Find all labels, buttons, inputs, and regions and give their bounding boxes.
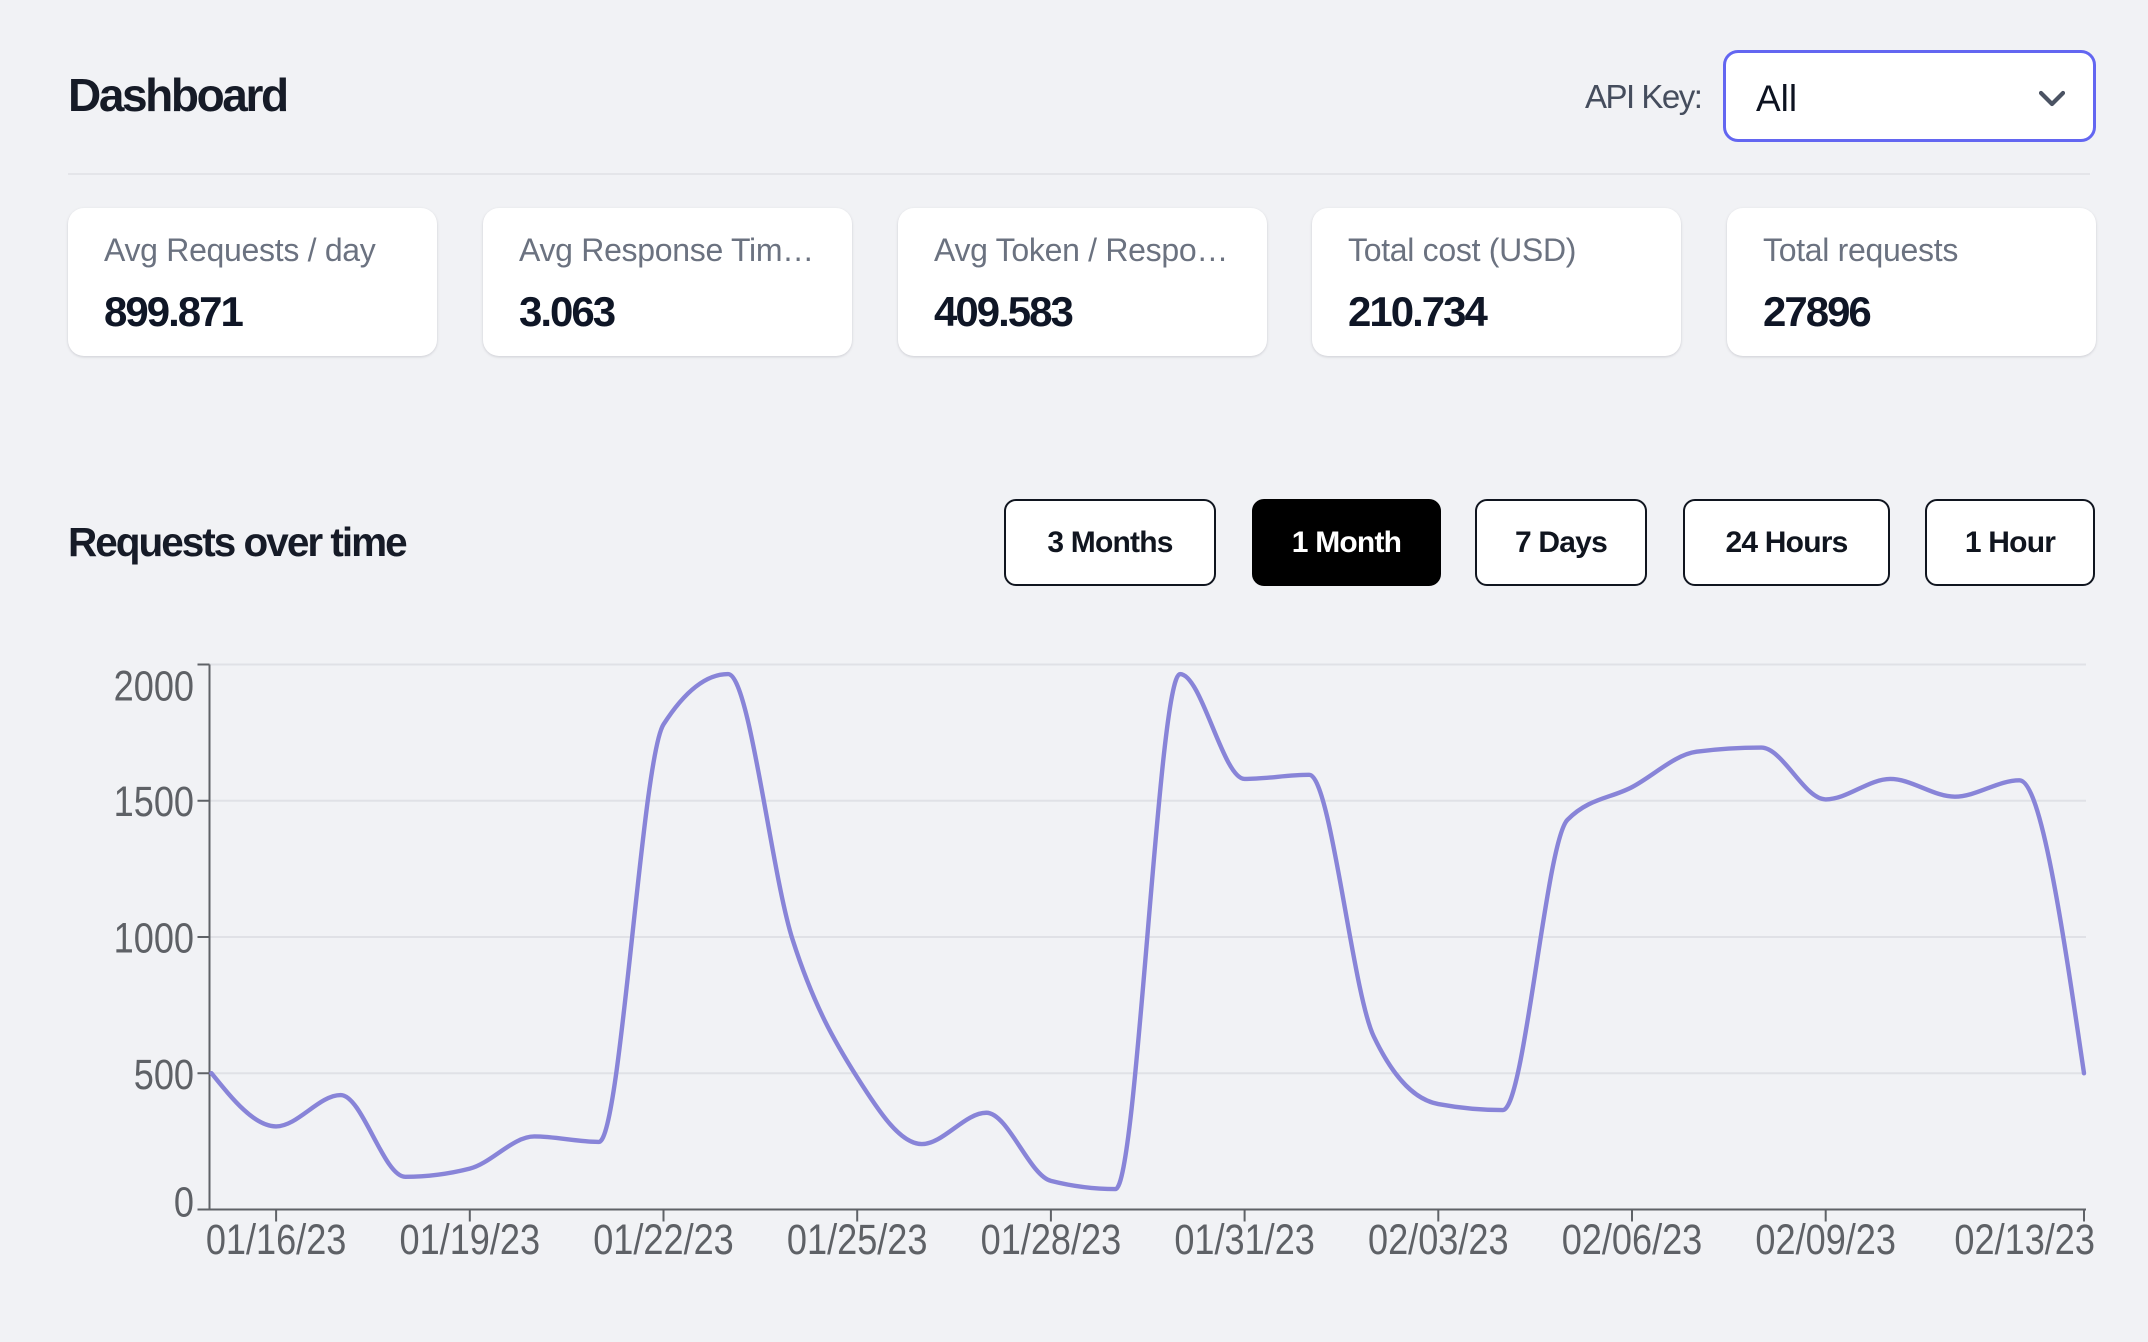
svg-text:0: 0	[174, 1179, 194, 1227]
svg-text:01/22/23: 01/22/23	[593, 1216, 734, 1264]
svg-text:01/28/23: 01/28/23	[981, 1216, 1122, 1264]
svg-text:1500: 1500	[114, 778, 194, 826]
svg-text:2000: 2000	[114, 663, 194, 711]
svg-text:02/03/23: 02/03/23	[1368, 1216, 1509, 1264]
svg-text:02/06/23: 02/06/23	[1562, 1216, 1703, 1264]
svg-text:1000: 1000	[114, 915, 194, 963]
svg-text:01/31/23: 01/31/23	[1174, 1216, 1315, 1264]
svg-text:01/16/23: 01/16/23	[206, 1216, 347, 1264]
svg-text:01/25/23: 01/25/23	[787, 1216, 928, 1264]
svg-text:02/13/23: 02/13/23	[1954, 1216, 2095, 1264]
svg-text:500: 500	[134, 1051, 194, 1099]
svg-text:02/09/23: 02/09/23	[1755, 1216, 1896, 1264]
svg-text:01/19/23: 01/19/23	[400, 1216, 541, 1264]
